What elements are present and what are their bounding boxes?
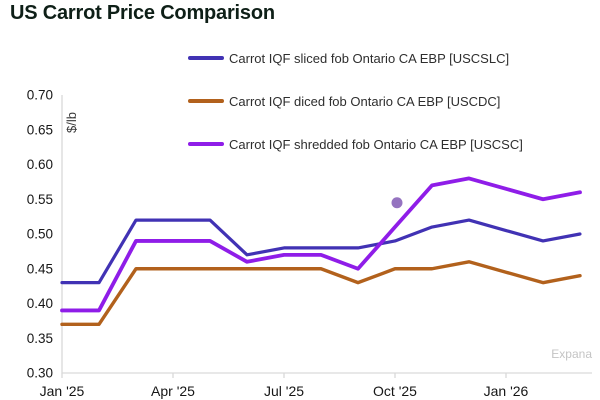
highlight-marker-dot <box>391 197 403 209</box>
legend-swatch-sliced-icon <box>188 56 224 60</box>
x-axis-tick-label: Jan '26 <box>484 383 529 399</box>
expana-watermark: Expana <box>551 347 592 361</box>
y-axis-tick-label: 0.65 <box>27 122 53 137</box>
legend-swatch-shredded-icon <box>188 142 224 146</box>
chart-legend: Carrot IQF sliced fob Ontario CA EBP [US… <box>188 48 523 154</box>
price-line-shredded <box>60 176 582 313</box>
legend-label-sliced: Carrot IQF sliced fob Ontario CA EBP [US… <box>229 50 510 66</box>
y-axis-title: $/lb <box>64 112 79 133</box>
y-axis-tick-label: 0.35 <box>27 331 53 346</box>
x-axis-tick-label: Oct '25 <box>373 383 417 399</box>
y-axis-tick-label: 0.45 <box>27 261 53 276</box>
legend-item-shredded: Carrot IQF shredded fob Ontario CA EBP [… <box>188 134 523 154</box>
y-axis-tick-label: 0.60 <box>27 157 53 172</box>
legend-item-diced: Carrot IQF diced fob Ontario CA EBP [USC… <box>188 91 523 111</box>
x-axis-tick-label: Apr '25 <box>151 383 195 399</box>
legend-item-sliced: Carrot IQF sliced fob Ontario CA EBP [US… <box>188 48 523 68</box>
x-axis-tick-label: Jul '25 <box>264 383 304 399</box>
y-axis-tick-label: 0.50 <box>27 227 53 242</box>
chart-title: US Carrot Price Comparison <box>10 2 275 24</box>
legend-label-diced: Carrot IQF diced fob Ontario CA EBP [USC… <box>229 93 501 109</box>
y-axis-tick-label: 0.55 <box>27 192 53 207</box>
price-line-sliced <box>60 218 582 285</box>
y-axis-tick-label: 0.70 <box>27 88 53 103</box>
legend-label-shredded: Carrot IQF shredded fob Ontario CA EBP [… <box>229 136 523 152</box>
y-axis-tick-label: 0.40 <box>27 296 53 311</box>
y-axis-tick-label: 0.30 <box>27 366 53 381</box>
legend-swatch-diced-icon <box>188 99 224 103</box>
price-line-diced <box>60 260 582 327</box>
x-axis-tick-label: Jan '25 <box>40 383 85 399</box>
